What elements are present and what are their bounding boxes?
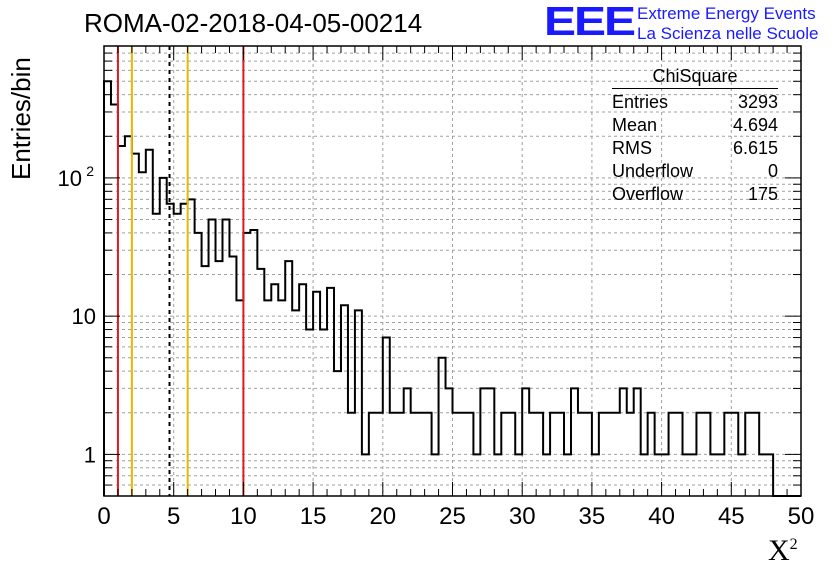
stats-row: Overflow 175: [612, 184, 778, 204]
histogram-bin: [250, 230, 257, 496]
histogram-bin: [383, 338, 390, 496]
x-tick-label: 20: [369, 503, 396, 530]
histogram-bin: [480, 388, 487, 496]
histogram-bin: [139, 172, 146, 496]
x-tick-label: 15: [300, 503, 327, 530]
x-axis-label: X2: [768, 534, 798, 567]
histogram-bin: [132, 154, 139, 496]
x-tick-label: 30: [509, 503, 536, 530]
histogram-bin: [522, 388, 529, 496]
x-tick-label: 35: [579, 503, 606, 530]
x-tick-label: 0: [97, 503, 110, 530]
stats-row: Underflow 0: [612, 161, 778, 181]
histogram-bin: [446, 388, 453, 496]
x-tick-label: 25: [439, 503, 466, 530]
histogram-bin: [111, 104, 118, 496]
histogram-bin: [202, 266, 209, 496]
y-tick-label: 10: [58, 166, 82, 191]
x-tick-label: 5: [167, 503, 180, 530]
x-tick-label: 40: [648, 503, 675, 530]
y-tick-label: 1: [84, 442, 96, 467]
histogram-bin: [160, 178, 167, 496]
histogram-bin: [153, 214, 160, 496]
histogram-bin: [327, 288, 334, 496]
histogram-bin: [571, 388, 578, 496]
histogram-bin: [229, 257, 236, 496]
histogram-bin: [181, 204, 188, 496]
plot-title: ROMA-02-2018-04-05-00214: [84, 8, 423, 38]
logo-subtitle-2: La Scienza nelle Scuole: [637, 24, 819, 43]
histogram-bin: [334, 371, 341, 496]
x-tick-label: 50: [788, 503, 815, 530]
histogram-bin: [634, 388, 641, 496]
histogram-bin: [487, 388, 494, 496]
histogram-bin: [620, 388, 627, 496]
eee-logo: EEE: [544, 0, 636, 45]
y-tick-label: 10: [72, 304, 96, 329]
histogram-series: [103, 80, 801, 497]
histogram-bin: [404, 388, 411, 496]
x-tick-label: 45: [718, 503, 745, 530]
histogram-bin: [243, 233, 250, 496]
histogram-bin: [174, 214, 181, 496]
y-axis-label: Entries/bin: [6, 57, 36, 180]
stats-row: Entries 3293: [612, 92, 778, 112]
histogram-bin: [104, 81, 111, 496]
stats-box: ChiSquare Entries 3293 Mean 4.694 RMS 6.615…: [612, 66, 778, 206]
logo-subtitle-1: Extreme Energy Events: [637, 4, 816, 23]
histogram-bin: [439, 358, 446, 496]
x-tick-label: 10: [230, 503, 257, 530]
histogram-bin: [188, 199, 195, 496]
stats-row: Mean 4.694: [612, 115, 778, 135]
y-tick-label-exponent: 2: [86, 163, 94, 179]
histogram-bin: [195, 233, 202, 496]
stats-row: RMS 6.615: [612, 138, 778, 158]
histogram-bin: [257, 269, 264, 496]
stats-title: ChiSquare: [612, 66, 778, 89]
histogram-bin: [118, 146, 125, 496]
